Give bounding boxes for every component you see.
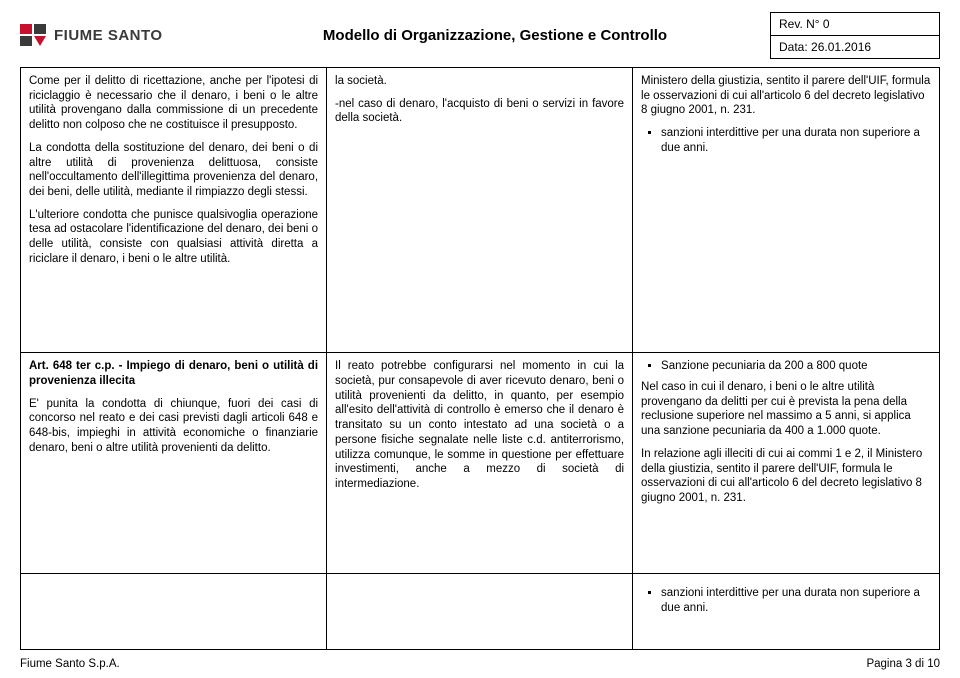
content-table: Come per il delitto di ricettazione, anc…	[20, 67, 940, 650]
page-footer: Fiume Santo S.p.A. Pagina 3 di 10	[20, 650, 940, 670]
list-item: Sanzione pecuniaria da 200 a 800 quote	[661, 359, 931, 374]
cell-r2c2: Il reato potrebbe configurarsi nel momen…	[327, 353, 633, 574]
cell-r1c1: Come per il delitto di ricettazione, anc…	[21, 68, 327, 353]
table-row: sanzioni interdittive per una durata non…	[21, 574, 940, 650]
logo-cell: FIUME SANTO	[20, 12, 220, 59]
paragraph: L'ulteriore condotta che punisce qualsiv…	[29, 208, 318, 267]
paragraph: la società.	[335, 74, 624, 89]
article-heading: Art. 648 ter c.p. - Impiego di denaro, b…	[29, 359, 318, 388]
paragraph: Nel caso in cui il denaro, i beni o le a…	[641, 380, 931, 439]
paragraph: E' punita la condotta di chiunque, fuori…	[29, 397, 318, 456]
document-header: FIUME SANTO Modello di Organizzazione, G…	[20, 12, 940, 59]
cell-r3c3: sanzioni interdittive per una durata non…	[633, 574, 940, 650]
cell-r2c1: Art. 648 ter c.p. - Impiego di denaro, b…	[21, 353, 327, 574]
paragraph: In relazione agli illeciti di cui ai com…	[641, 447, 931, 506]
paragraph: -nel caso di denaro, l'acquisto di beni …	[335, 97, 624, 126]
cell-r3c1	[21, 574, 327, 650]
document-title: Modello di Organizzazione, Gestione e Co…	[323, 27, 667, 44]
revision-number: Rev. N° 0	[771, 13, 939, 36]
bullet-list: Sanzione pecuniaria da 200 a 800 quote	[641, 359, 931, 374]
bullet-list: sanzioni interdittive per una durata non…	[641, 586, 931, 615]
table-row: Come per il delitto di ricettazione, anc…	[21, 68, 940, 353]
logo-text: FIUME SANTO	[54, 27, 163, 44]
logo: FIUME SANTO	[20, 22, 163, 50]
paragraph: La condotta della sostituzione del denar…	[29, 141, 318, 200]
logo-icon	[20, 22, 48, 50]
list-item: sanzioni interdittive per una durata non…	[661, 586, 931, 615]
title-cell: Modello di Organizzazione, Gestione e Co…	[220, 12, 770, 59]
footer-company: Fiume Santo S.p.A.	[20, 658, 120, 670]
paragraph: Come per il delitto di ricettazione, anc…	[29, 74, 318, 133]
footer-page-number: Pagina 3 di 10	[866, 658, 940, 670]
cell-r1c2: la società. -nel caso di denaro, l'acqui…	[327, 68, 633, 353]
paragraph: Il reato potrebbe configurarsi nel momen…	[335, 359, 624, 491]
revision-date: Data: 26.01.2016	[771, 36, 939, 58]
cell-r3c2	[327, 574, 633, 650]
paragraph: Ministero della giustizia, sentito il pa…	[641, 74, 931, 118]
cell-r1c3: Ministero della giustizia, sentito il pa…	[633, 68, 940, 353]
bullet-list: sanzioni interdittive per una durata non…	[641, 126, 931, 155]
table-row: Art. 648 ter c.p. - Impiego di denaro, b…	[21, 353, 940, 574]
list-item: sanzioni interdittive per una durata non…	[661, 126, 931, 155]
revision-box: Rev. N° 0 Data: 26.01.2016	[770, 12, 940, 59]
cell-r2c3: Sanzione pecuniaria da 200 a 800 quote N…	[633, 353, 940, 574]
